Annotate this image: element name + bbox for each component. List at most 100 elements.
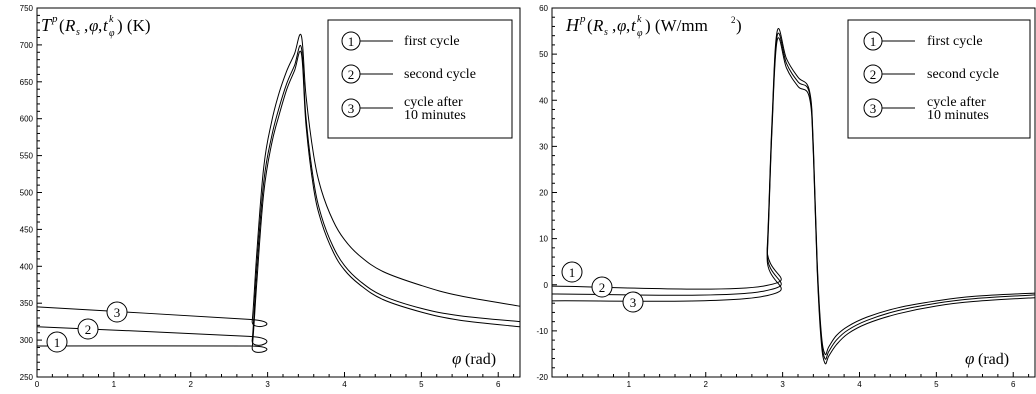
svg-text:1: 1 <box>348 34 355 49</box>
y-tick-label: 30 <box>539 142 548 151</box>
svg-text:R: R <box>64 16 76 35</box>
series-line-3 <box>552 38 1035 364</box>
y-tick-label: 600 <box>20 115 34 124</box>
svg-text:k: k <box>109 14 114 25</box>
svg-text:3: 3 <box>870 101 877 116</box>
legend-entry-2: 2 second cycle <box>342 65 476 83</box>
x-axis-label: φ (rad) <box>452 349 496 368</box>
temperature-chart: 250 300 350 400 450 500 550 600 650 700 750 0 1 2 3 4 5 6… <box>20 4 520 389</box>
curve-label-1: 1 <box>562 262 582 282</box>
y-tick-label: 700 <box>20 41 34 50</box>
svg-text:φ: φ <box>965 349 974 368</box>
svg-text:first cycle: first cycle <box>404 34 460 49</box>
x-tick-label: 4 <box>342 380 347 389</box>
legend-entry-2: 2 second cycle <box>864 65 999 83</box>
x-tick-label: 0 <box>35 380 40 389</box>
svg-text:φ: φ <box>452 349 461 368</box>
legend-entry-3: 3 cycle after 10 minutes <box>864 95 989 123</box>
svg-text:3: 3 <box>630 295 637 310</box>
y-tick-label: 0 <box>544 281 549 290</box>
svg-text:φ: φ <box>637 28 643 39</box>
svg-text:φ: φ <box>109 28 115 39</box>
plot-frame <box>552 8 1035 377</box>
y-tick-label: 500 <box>20 189 34 198</box>
y-tick-label: 350 <box>20 299 34 308</box>
y-tick-label: 60 <box>539 4 548 13</box>
svg-text:second cycle: second cycle <box>404 67 476 82</box>
y-tick-label: 40 <box>539 96 548 105</box>
svg-text:φ: φ <box>89 16 98 35</box>
legend: 1 first cycle 2 second cycle 3 cycle aft… <box>328 20 512 138</box>
y-tick-label: 450 <box>20 225 34 234</box>
legend-entry-1: 1 first cycle <box>864 32 983 50</box>
y-tick-label: 250 <box>20 373 34 382</box>
svg-text:R: R <box>592 16 604 35</box>
svg-text:(rad): (rad) <box>465 351 496 368</box>
chart-title: T p ( R s , φ , t k φ ) (K) <box>41 13 151 39</box>
svg-text:2: 2 <box>870 67 877 82</box>
svg-text:p: p <box>51 13 58 25</box>
y-tick-label: 10 <box>539 235 548 244</box>
svg-text:2: 2 <box>348 67 355 82</box>
svg-text:φ: φ <box>617 16 626 35</box>
svg-text:H: H <box>565 15 580 35</box>
legend: 1 first cycle 2 second cycle 3 cycle aft… <box>848 20 1030 138</box>
x-tick-label: 6 <box>1011 380 1016 389</box>
x-tick-label: 1 <box>112 380 117 389</box>
legend-entry-3: 3 cycle after 10 minutes <box>342 95 466 123</box>
x-tick-label: 1 <box>627 380 632 389</box>
svg-text:,: , <box>626 16 630 35</box>
svg-text:2: 2 <box>599 280 606 295</box>
x-tick-label: 5 <box>419 380 424 389</box>
series-line-2 <box>552 33 1035 359</box>
legend-entry-1: 1 first cycle <box>342 32 460 50</box>
svg-text:s: s <box>604 27 608 38</box>
heat-flux-chart: -20 -10 0 10 20 30 40 50 60 1 2 3 4 5 6 H p ( R s , φ … <box>536 4 1035 389</box>
svg-text:3: 3 <box>348 101 355 116</box>
y-tick-label: 750 <box>20 4 34 13</box>
chart-title: H p ( R s , φ , t k φ ) (W/mm 2 ) <box>565 13 742 39</box>
svg-text:) (K): ) (K) <box>117 16 151 35</box>
y-tick-label: 20 <box>539 189 548 198</box>
plot-frame <box>37 8 520 377</box>
svg-text:,: , <box>98 16 102 35</box>
y-tick-label: 300 <box>20 336 34 345</box>
axes: -20 -10 0 10 20 30 40 50 60 1 2 3 4 5 6 <box>536 4 1028 389</box>
curve-label-2: 2 <box>78 319 98 339</box>
svg-text:10 minutes: 10 minutes <box>404 108 466 123</box>
curve-label-1: 1 <box>47 332 67 352</box>
svg-text:10 minutes: 10 minutes <box>927 108 989 123</box>
svg-text:p: p <box>579 13 586 25</box>
y-tick-label: 550 <box>20 152 34 161</box>
svg-text:1: 1 <box>54 335 61 350</box>
x-tick-label: 2 <box>189 380 194 389</box>
curve-label-3: 3 <box>107 302 127 322</box>
x-tick-label: 3 <box>265 380 270 389</box>
svg-text:,: , <box>84 16 88 35</box>
y-tick-label: -10 <box>536 327 548 336</box>
x-tick-label: 3 <box>780 380 785 389</box>
svg-text:first cycle: first cycle <box>927 34 983 49</box>
svg-text:second cycle: second cycle <box>927 67 999 82</box>
y-tick-label: 400 <box>20 262 34 271</box>
y-tick-label: -20 <box>536 373 548 382</box>
svg-text:3: 3 <box>114 305 121 320</box>
svg-text:s: s <box>76 27 80 38</box>
x-tick-label: 6 <box>496 380 501 389</box>
svg-text:1: 1 <box>870 34 877 49</box>
svg-text:,: , <box>612 16 616 35</box>
y-tick-label: 50 <box>539 50 548 59</box>
svg-text:2: 2 <box>85 322 92 337</box>
x-axis-label: φ (rad) <box>965 349 1009 368</box>
svg-text:): ) <box>736 16 742 35</box>
svg-text:) (W/mm: ) (W/mm <box>645 16 708 35</box>
x-tick-label: 2 <box>704 380 709 389</box>
svg-text:1: 1 <box>569 265 576 280</box>
curve-label-2: 2 <box>592 277 612 297</box>
x-tick-label: 5 <box>934 380 939 389</box>
svg-text:2: 2 <box>731 15 736 25</box>
curve-label-3: 3 <box>623 292 643 312</box>
series-line-2 <box>37 45 520 345</box>
y-tick-label: 650 <box>20 78 34 87</box>
